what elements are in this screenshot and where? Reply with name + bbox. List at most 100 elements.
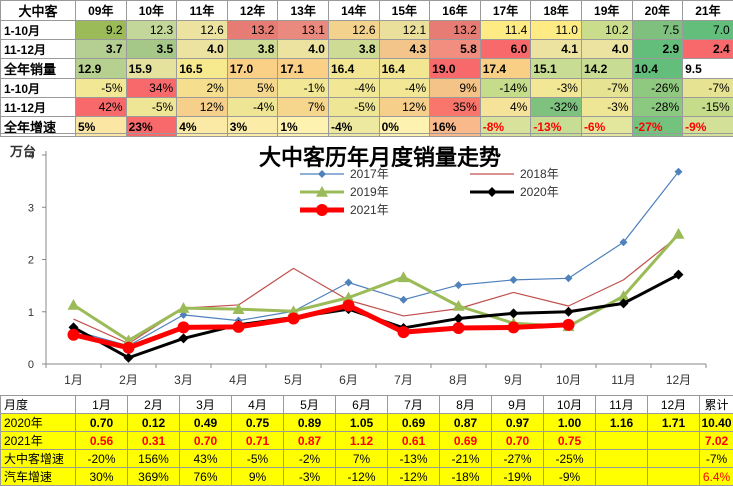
monthly-value-cell: 0.69 (439, 431, 492, 450)
year-header-cell: 16年 (429, 0, 481, 21)
data-point (122, 334, 135, 346)
monthly-value-cell: 369% (127, 467, 180, 486)
summary-row: 11-12月 42% -5% 12% -4% 7% -5% 12% 35% 4% -32% -3% -2… (0, 97, 733, 117)
summary-value-cell: 15.1 (530, 58, 582, 79)
summary-value-cell: 34% (125, 78, 178, 98)
summary-value-cell: 16% (429, 116, 481, 137)
summary-value-cell: 13.2 (429, 20, 481, 40)
data-point (67, 298, 80, 310)
data-point (344, 278, 353, 287)
month-header-cell: 1月 (75, 395, 128, 414)
year-header-cell: 17年 (479, 0, 532, 21)
legend-marker (316, 186, 328, 197)
summary-value-cell: 3% (226, 116, 279, 137)
summary-value-cell: -4% (378, 78, 431, 98)
month-header-cell: 3月 (179, 395, 232, 414)
y-tick-label: 1 (28, 307, 34, 319)
month-header-cell: 2月 (127, 395, 180, 414)
summary-value-cell: 7% (277, 97, 329, 117)
summary-value-cell: 9.5 (682, 58, 733, 79)
y-tick-label: 2 (28, 255, 34, 267)
x-tick-label: 7月 (394, 373, 413, 387)
summary-value-cell: 3.5 (125, 39, 178, 59)
monthly-value-cell: -9% (543, 467, 596, 486)
monthly-value-cell: -21% (439, 449, 492, 468)
summary-value-cell: 12% (378, 97, 431, 117)
monthly-row-label: 汽车增速 (0, 467, 76, 486)
summary-value-cell: 11.4 (479, 20, 532, 40)
data-point (562, 318, 575, 331)
summary-row: 1-10月 -5% 34% 2% 5% -1% -4% -4% 9% -14% -3% -7% -26%… (0, 78, 733, 98)
monthly-row: 2020年 0.70 0.12 0.49 0.75 0.89 1.05 0.69 0.87 0.9… (0, 413, 733, 432)
summary-value-cell: 16.5 (176, 58, 228, 79)
month-header-cell: 8月 (439, 395, 492, 414)
monthly-value-cell: -18% (439, 467, 492, 486)
summary-value-cell: -1% (277, 78, 329, 98)
monthly-value-cell: 0.75 (543, 431, 596, 450)
monthly-value-cell: -20% (75, 449, 128, 468)
monthly-value-cell: 0.31 (127, 431, 180, 450)
summary-value-cell: 9% (429, 78, 481, 98)
summary-value-cell: -6% (580, 116, 633, 137)
summary-value-cell: -5% (125, 97, 178, 117)
x-tick-label: 12月 (666, 373, 691, 387)
data-point (564, 274, 573, 283)
monthly-value-cell: 43% (179, 449, 232, 468)
summary-row: 全年销量 12.9 15.9 16.5 17.0 17.1 16.4 16.4 19.0 17.4… (0, 58, 733, 79)
chart-title: 大中客历年月度销量走势 (259, 145, 501, 170)
monthly-value-cell (595, 431, 648, 450)
summary-value-cell: -5% (327, 97, 380, 117)
month-header-cell: 7月 (387, 395, 440, 414)
data-point (122, 341, 135, 354)
summary-value-cell: 5% (75, 116, 127, 137)
summary-value-cell: 3.8 (226, 39, 279, 59)
summary-value-cell: 15.9 (125, 58, 178, 79)
monthly-value-cell: -25% (543, 449, 596, 468)
monthly-value-cell: -27% (491, 449, 544, 468)
year-header-cell: 14年 (327, 0, 380, 21)
monthly-value-cell: 76% (179, 467, 232, 486)
month-header-cell: 11月 (595, 395, 648, 414)
legend-label: 2021年 (350, 203, 389, 217)
summary-header-row: 大中客 09年 10年 11年 12年 13年 14年 15年 16年 17年 18年 19年 20年 2… (0, 0, 733, 21)
monthly-value-cell: -19% (491, 467, 544, 486)
summary-value-cell: 19.0 (429, 58, 481, 79)
summary-value-cell: 2.9 (631, 39, 684, 59)
summary-row: 全年增速 5% 23% 4% 3% 1% -4% 0% 16% -8% -13% -6% -27% -9% (0, 116, 733, 137)
summary-value-cell: -14% (479, 78, 532, 98)
monthly-value-cell: 10.40 (699, 413, 733, 432)
summary-value-cell: 5% (226, 78, 279, 98)
year-header-cell: 10年 (125, 0, 178, 21)
monthly-value-cell (647, 449, 700, 468)
monthly-value-cell: -7% (699, 449, 733, 468)
data-point (672, 227, 685, 239)
monthly-value-cell: 0.87 (283, 431, 336, 450)
monthly-value-cell: 0.97 (491, 413, 544, 432)
data-point (342, 291, 355, 303)
x-tick-label: 1月 (64, 373, 83, 387)
monthly-row-label: 2020年 (0, 413, 76, 432)
monthly-table: 月度 1月 2月 3月 4月 5月 6月 7月 8月 9月 10月 11月 12月 累计 2020年 0.70… (0, 395, 733, 486)
month-header-cell: 10月 (543, 395, 596, 414)
summary-value-cell: 12.1 (378, 20, 431, 40)
monthly-value-cell: 0.75 (231, 413, 284, 432)
monthly-value-cell: -13% (387, 449, 440, 468)
summary-value-cell: 4.0 (580, 39, 633, 59)
summary-value-cell: 4.3 (378, 39, 431, 59)
summary-value-cell: 17.0 (226, 58, 279, 79)
data-point (618, 298, 629, 309)
monthly-value-cell: 156% (127, 449, 180, 468)
data-point (453, 313, 464, 324)
data-point (619, 238, 628, 247)
year-header-cell: 12年 (226, 0, 279, 21)
x-tick-label: 8月 (449, 373, 468, 387)
legend-marker (318, 170, 326, 178)
monthly-value-cell: 0.89 (283, 413, 336, 432)
summary-value-cell: 16.4 (378, 58, 431, 79)
summary-value-cell: 5.8 (429, 39, 481, 59)
summary-value-cell: -8% (479, 116, 532, 137)
x-tick-label: 9月 (504, 373, 523, 387)
data-point (397, 271, 410, 283)
monthly-value-cell (647, 467, 700, 486)
monthly-value-cell: 7.02 (699, 431, 733, 450)
